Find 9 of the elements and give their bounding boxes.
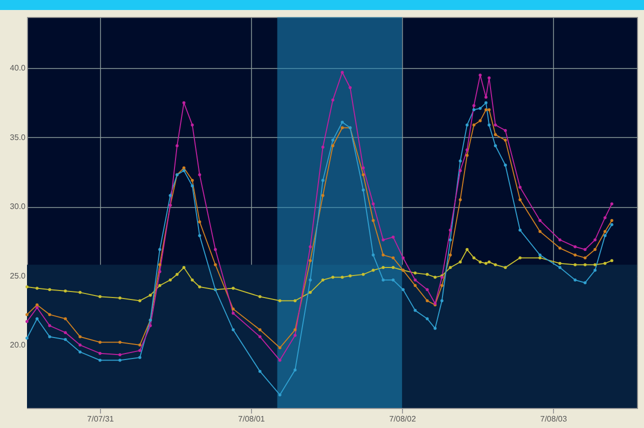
y-tick-label: 35.0 <box>10 132 26 142</box>
x-tick-label: 7/08/02 <box>389 414 416 424</box>
y-tick-label: 30.0 <box>10 202 26 212</box>
y-tick-label: 20.0 <box>10 340 26 350</box>
x-tick-label: 7/07/31 <box>87 414 114 424</box>
y-tick-label: 40.0 <box>10 64 26 73</box>
y-tick-label: 25.0 <box>10 271 26 280</box>
x-tick-label: 7/08/01 <box>238 414 266 424</box>
x-tick-label: 7/08/03 <box>540 414 568 424</box>
